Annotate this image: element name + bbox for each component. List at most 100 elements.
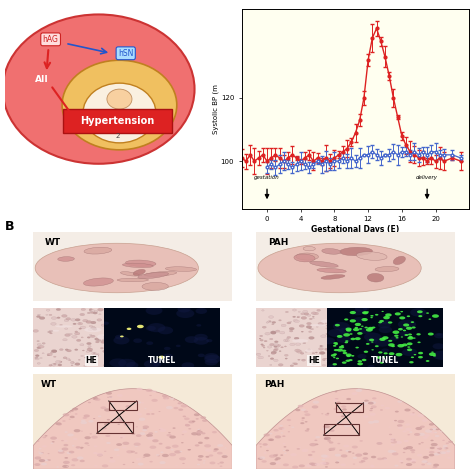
- Circle shape: [356, 389, 362, 392]
- Circle shape: [353, 464, 355, 465]
- Circle shape: [410, 413, 415, 416]
- Circle shape: [323, 455, 330, 458]
- Circle shape: [166, 406, 173, 409]
- Circle shape: [64, 328, 68, 329]
- Circle shape: [122, 447, 127, 448]
- Circle shape: [78, 359, 81, 360]
- Circle shape: [433, 343, 445, 349]
- Circle shape: [196, 418, 199, 419]
- Circle shape: [143, 456, 146, 458]
- Circle shape: [336, 355, 341, 357]
- Circle shape: [437, 452, 442, 454]
- Circle shape: [53, 363, 56, 365]
- Circle shape: [201, 416, 206, 419]
- Circle shape: [447, 457, 451, 459]
- Circle shape: [328, 337, 330, 338]
- Circle shape: [399, 460, 403, 462]
- Circle shape: [132, 433, 136, 435]
- Circle shape: [336, 331, 341, 334]
- Circle shape: [113, 336, 129, 345]
- Circle shape: [138, 356, 142, 358]
- Circle shape: [171, 454, 174, 455]
- Circle shape: [74, 349, 78, 351]
- Circle shape: [312, 316, 314, 317]
- Circle shape: [379, 326, 392, 333]
- Ellipse shape: [367, 273, 384, 282]
- Circle shape: [264, 452, 266, 454]
- Circle shape: [88, 328, 92, 331]
- Circle shape: [273, 359, 278, 362]
- Circle shape: [263, 443, 268, 446]
- Circle shape: [264, 433, 270, 437]
- Circle shape: [273, 344, 279, 346]
- Circle shape: [93, 312, 98, 314]
- Circle shape: [146, 413, 150, 415]
- Circle shape: [391, 438, 394, 439]
- Ellipse shape: [321, 319, 333, 323]
- Circle shape: [116, 343, 118, 344]
- Circle shape: [71, 319, 76, 321]
- Circle shape: [442, 447, 446, 449]
- Circle shape: [265, 332, 270, 335]
- Circle shape: [417, 310, 423, 313]
- Circle shape: [306, 326, 312, 328]
- Circle shape: [274, 348, 278, 350]
- Circle shape: [64, 457, 68, 459]
- Circle shape: [264, 340, 267, 342]
- Circle shape: [289, 330, 293, 332]
- Circle shape: [273, 349, 277, 351]
- Circle shape: [138, 361, 141, 363]
- Circle shape: [87, 445, 90, 446]
- Circle shape: [426, 360, 429, 362]
- Circle shape: [153, 363, 162, 366]
- Circle shape: [431, 443, 438, 446]
- Circle shape: [446, 443, 449, 444]
- PathPatch shape: [256, 389, 455, 469]
- Circle shape: [277, 345, 281, 346]
- Ellipse shape: [58, 256, 74, 261]
- Circle shape: [306, 428, 310, 430]
- Circle shape: [59, 361, 62, 363]
- Circle shape: [281, 324, 286, 327]
- Circle shape: [281, 432, 283, 434]
- Circle shape: [98, 422, 101, 424]
- Circle shape: [213, 450, 217, 452]
- Circle shape: [51, 317, 57, 319]
- Circle shape: [395, 410, 399, 412]
- Circle shape: [324, 438, 328, 440]
- Circle shape: [146, 389, 153, 392]
- Circle shape: [421, 464, 425, 465]
- Circle shape: [358, 411, 361, 413]
- Circle shape: [258, 457, 263, 460]
- Circle shape: [52, 350, 57, 353]
- Circle shape: [280, 455, 283, 456]
- Circle shape: [380, 362, 383, 364]
- Circle shape: [268, 438, 273, 441]
- Circle shape: [95, 341, 99, 343]
- Circle shape: [371, 405, 377, 408]
- Circle shape: [106, 392, 112, 395]
- Circle shape: [146, 341, 153, 345]
- Circle shape: [417, 454, 422, 456]
- Ellipse shape: [321, 274, 345, 279]
- Circle shape: [94, 446, 98, 447]
- Circle shape: [158, 411, 161, 412]
- Circle shape: [348, 451, 352, 453]
- Circle shape: [275, 436, 281, 438]
- Circle shape: [301, 317, 307, 319]
- Circle shape: [182, 362, 194, 369]
- Circle shape: [97, 454, 103, 456]
- Circle shape: [380, 409, 383, 410]
- Circle shape: [63, 338, 67, 341]
- Circle shape: [269, 321, 271, 322]
- Circle shape: [344, 424, 351, 427]
- Circle shape: [68, 360, 71, 361]
- Circle shape: [388, 343, 395, 346]
- Circle shape: [360, 351, 362, 352]
- Circle shape: [327, 413, 329, 414]
- Circle shape: [330, 311, 333, 313]
- Circle shape: [163, 354, 173, 359]
- Circle shape: [336, 414, 341, 416]
- Circle shape: [56, 466, 59, 467]
- Circle shape: [57, 317, 60, 319]
